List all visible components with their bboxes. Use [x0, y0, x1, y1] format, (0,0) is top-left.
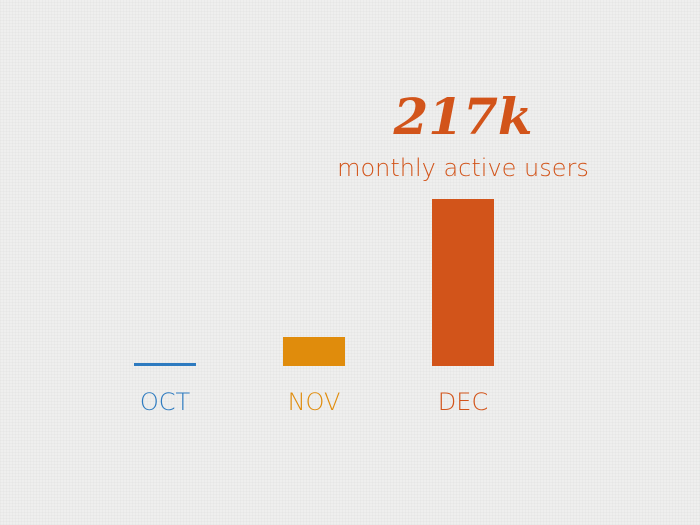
- category-label-oct: OCT: [140, 388, 191, 416]
- category-label-dec: DEC: [438, 388, 488, 416]
- bars-group: [134, 199, 494, 366]
- bar-oct: [134, 363, 196, 366]
- bar-nov: [283, 337, 345, 366]
- category-labels-group: OCT NOV DEC: [140, 388, 488, 416]
- headline-value: 217k: [392, 87, 532, 146]
- headline-caption: monthly active users: [337, 154, 589, 182]
- bar-dec: [432, 199, 494, 366]
- category-label-nov: NOV: [288, 388, 341, 416]
